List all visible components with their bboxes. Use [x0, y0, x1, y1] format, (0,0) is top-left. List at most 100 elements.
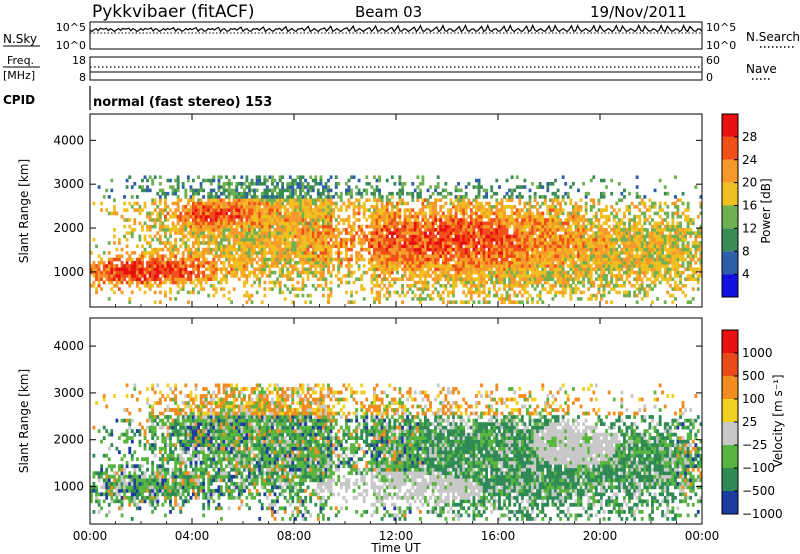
- heatmap-cell: [447, 251, 450, 255]
- heatmap-cell: [209, 188, 213, 193]
- heatmap-cell: [520, 274, 524, 278]
- heatmap-cell: [337, 270, 341, 275]
- heatmap-cell: [559, 244, 562, 249]
- heatmap-cell: [138, 234, 142, 239]
- heatmap-cell: [518, 224, 522, 229]
- heatmap-cell: [508, 287, 512, 291]
- heatmap-cell: [421, 218, 425, 222]
- heatmap-cell: [602, 231, 606, 235]
- heatmap-cell: [503, 274, 506, 278]
- heatmap-cell: [572, 257, 575, 262]
- heatmap-cell: [454, 198, 458, 202]
- heatmap-cell: [574, 287, 578, 291]
- heatmap-cell: [217, 175, 221, 179]
- heatmap-cell: [273, 195, 277, 199]
- heatmap-cell: [418, 274, 422, 278]
- heatmap-cell: [554, 214, 557, 219]
- heatmap-cell: [393, 251, 397, 255]
- heatmap-cell: [403, 241, 407, 245]
- heatmap-cell: [462, 264, 466, 268]
- heatmap-cell: [120, 264, 124, 268]
- heatmap-cell: [181, 234, 185, 239]
- heatmap-cell: [513, 260, 517, 265]
- heatmap-cell: [472, 300, 476, 304]
- heatmap-cell: [309, 188, 313, 193]
- heatmap-cell: [176, 228, 180, 232]
- heatmap-cell: [258, 277, 262, 281]
- heatmap-cell: [189, 231, 193, 235]
- heatmap-cell: [311, 260, 315, 265]
- heatmap-cell: [416, 241, 420, 245]
- heatmap-cell: [390, 241, 394, 245]
- heatmap-cell: [110, 270, 114, 275]
- heatmap-cell: [281, 182, 284, 186]
- heatmap-cell: [113, 290, 116, 295]
- heatmap-cell: [355, 231, 359, 235]
- heatmap-cell: [605, 228, 608, 232]
- heatmap-cell: [174, 244, 178, 249]
- heatmap-cell: [564, 270, 568, 275]
- heatmap-cell: [469, 228, 473, 232]
- heatmap-cell: [235, 195, 239, 199]
- heatmap-cell: [181, 284, 185, 288]
- heatmap-cell: [197, 224, 200, 229]
- heatmap-cell: [166, 274, 170, 278]
- heatmap-cell: [546, 241, 550, 245]
- heatmap-cell: [587, 274, 591, 278]
- heatmap-cell: [572, 237, 575, 242]
- heatmap-cell: [214, 234, 218, 239]
- heatmap-cell: [403, 270, 407, 275]
- heatmap-cell: [439, 264, 443, 268]
- heatmap-cell: [370, 224, 374, 229]
- heatmap-cell: [314, 228, 318, 232]
- heatmap-cell: [388, 284, 392, 288]
- heatmap-cell: [549, 234, 552, 239]
- heatmap-cell: [444, 247, 448, 252]
- heatmap-cell: [411, 191, 415, 196]
- heatmap-cell: [457, 198, 460, 202]
- heatmap-cell: [556, 208, 560, 212]
- heatmap-cell: [260, 218, 264, 222]
- heatmap-cell: [480, 280, 483, 285]
- heatmap-cell: [607, 267, 611, 272]
- heatmap-cell: [518, 280, 522, 285]
- heatmap-cell: [597, 260, 601, 265]
- heatmap-cell: [421, 234, 425, 239]
- heatmap-cell: [510, 241, 514, 245]
- heatmap-cell: [301, 175, 305, 179]
- heatmap-cell: [406, 244, 409, 249]
- heatmap-cell: [288, 254, 292, 258]
- heatmap-cell: [531, 214, 534, 219]
- heatmap-cell: [543, 280, 547, 285]
- heatmap-cell: [286, 201, 290, 206]
- heatmap-cell: [396, 234, 399, 239]
- heatmap-cell: [324, 257, 328, 262]
- heatmap-cell: [207, 293, 211, 298]
- heatmap-cell: [485, 201, 488, 206]
- heatmap-cell: [281, 267, 284, 272]
- heatmap-cell: [411, 214, 415, 219]
- heatmap-cell: [447, 224, 450, 229]
- heatmap-cell: [612, 284, 616, 288]
- heatmap-cell: [125, 280, 129, 285]
- heatmap-cell: [202, 218, 206, 222]
- heatmap-cell: [158, 290, 162, 295]
- heatmap-cell: [324, 208, 328, 212]
- heatmap-cell: [278, 287, 282, 291]
- heatmap-cell: [220, 287, 223, 291]
- heatmap-cell: [615, 211, 619, 216]
- heatmap-cell: [230, 274, 233, 278]
- heatmap-cell: [594, 218, 598, 222]
- heatmap-cell: [385, 241, 389, 245]
- heatmap-cell: [166, 260, 170, 265]
- heatmap-cell: [179, 280, 183, 285]
- heatmap-cell: [192, 188, 195, 193]
- heatmap-cell: [164, 293, 167, 298]
- heatmap-cell: [197, 237, 200, 242]
- heatmap-cell: [528, 231, 532, 235]
- heatmap-cell: [536, 257, 539, 262]
- heatmap-cell: [306, 244, 310, 249]
- heatmap-cell: [592, 257, 596, 262]
- heatmap-cell: [194, 224, 198, 229]
- heatmap-cell: [146, 214, 149, 219]
